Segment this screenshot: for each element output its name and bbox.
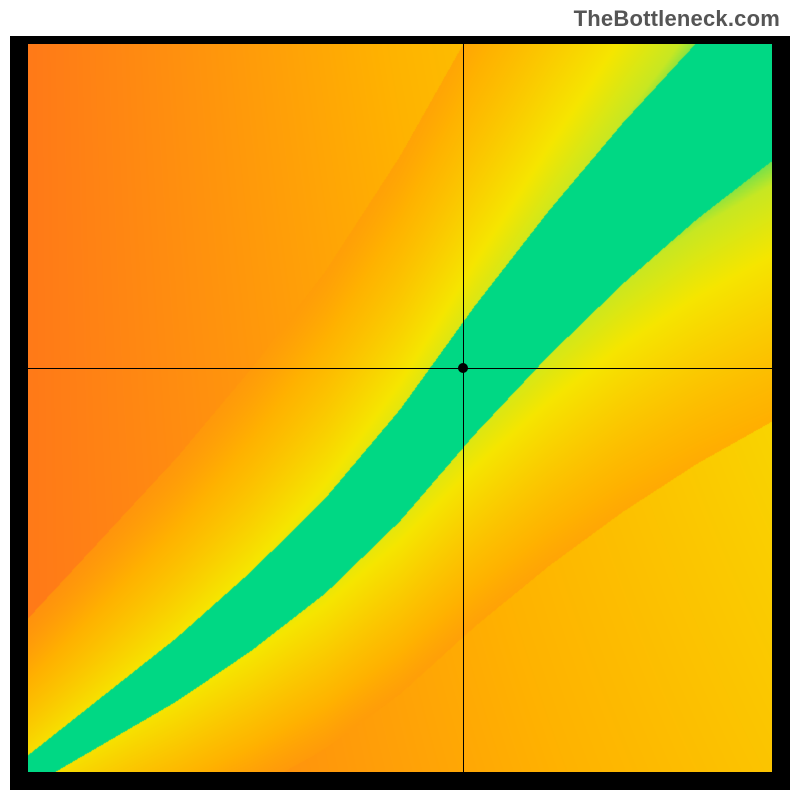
plot-frame <box>10 36 790 790</box>
crosshair-marker <box>458 363 468 373</box>
watermark-text: TheBottleneck.com <box>574 6 780 32</box>
crosshair-vertical <box>463 44 464 772</box>
heatmap-canvas <box>28 44 772 772</box>
figure-container: { "watermark": { "text": "TheBottleneck.… <box>0 0 800 800</box>
plot-area <box>28 44 772 772</box>
crosshair-horizontal <box>28 368 772 369</box>
